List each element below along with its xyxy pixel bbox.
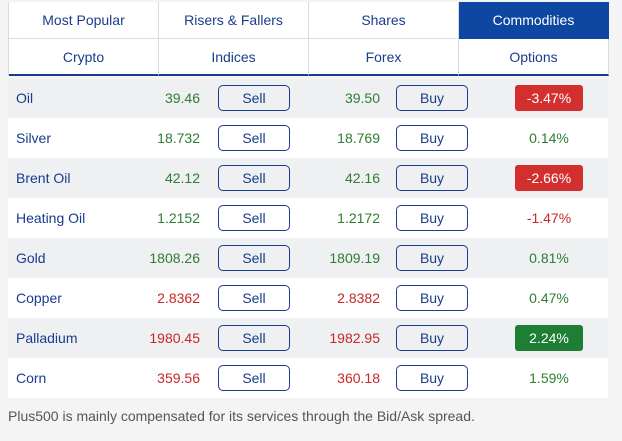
change-cell: 0.47% [490, 285, 608, 311]
instrument-name[interactable]: Silver [16, 130, 52, 146]
tab-forex[interactable]: Forex [309, 39, 459, 76]
tab-shares[interactable]: Shares [309, 2, 459, 39]
sell-button[interactable]: Sell [218, 165, 290, 191]
buy-button[interactable]: Buy [396, 165, 468, 191]
buy-price: 1.2172 [337, 210, 380, 226]
change-badge: 1.59% [529, 370, 569, 386]
instrument-row: Oil 39.46 Sell 39.50 Buy -3.47% [8, 78, 608, 118]
change-badge: 0.47% [529, 290, 569, 306]
instrument-name[interactable]: Palladium [16, 330, 78, 346]
sell-cell: Sell [208, 285, 306, 311]
sell-button[interactable]: Sell [218, 325, 290, 351]
sell-cell: Sell [208, 245, 306, 271]
sell-price: 18.732 [157, 130, 200, 146]
buy-price: 18.769 [337, 130, 380, 146]
sell-cell: Sell [208, 325, 306, 351]
buy-cell: Buy [386, 365, 490, 391]
sell-price: 1980.45 [149, 330, 200, 346]
sell-price: 359.56 [157, 370, 200, 386]
buy-cell: Buy [386, 125, 490, 151]
instrument-row: Heating Oil 1.2152 Sell 1.2172 Buy -1.47% [8, 198, 608, 238]
instrument-name[interactable]: Gold [16, 250, 46, 266]
change-cell: -3.47% [490, 85, 608, 111]
buy-button[interactable]: Buy [396, 245, 468, 271]
buy-price: 360.18 [337, 370, 380, 386]
category-tabs: Most Popular Risers & Fallers Shares Com… [8, 2, 609, 76]
sell-button[interactable]: Sell [218, 365, 290, 391]
change-badge: -1.47% [526, 210, 572, 226]
tab-options[interactable]: Options [459, 39, 609, 76]
buy-button[interactable]: Buy [396, 365, 468, 391]
buy-button[interactable]: Buy [396, 85, 468, 111]
buy-button[interactable]: Buy [396, 125, 468, 151]
buy-price: 42.16 [344, 170, 380, 186]
sell-button[interactable]: Sell [218, 85, 290, 111]
tab-commodities[interactable]: Commodities [459, 2, 609, 39]
instrument-row: Silver 18.732 Sell 18.769 Buy 0.14% [8, 118, 608, 158]
buy-price: 2.8382 [337, 290, 380, 306]
instrument-row: Copper 2.8362 Sell 2.8382 Buy 0.47% [8, 278, 608, 318]
sell-price: 2.8362 [157, 290, 200, 306]
instrument-name[interactable]: Copper [16, 290, 62, 306]
instrument-row: Palladium 1980.45 Sell 1982.95 Buy 2.24% [8, 318, 608, 358]
sell-price: 1.2152 [157, 210, 200, 226]
sell-cell: Sell [208, 365, 306, 391]
sell-cell: Sell [208, 165, 306, 191]
instrument-name[interactable]: Corn [16, 370, 47, 386]
change-badge: 0.14% [529, 130, 569, 146]
tab-indices[interactable]: Indices [159, 39, 309, 76]
instrument-row: Brent Oil 42.12 Sell 42.16 Buy -2.66% [8, 158, 608, 198]
change-badge: -2.66% [515, 165, 583, 191]
buy-button[interactable]: Buy [396, 205, 468, 231]
sell-price: 39.46 [164, 90, 200, 106]
buy-button[interactable]: Buy [396, 325, 468, 351]
change-cell: 2.24% [490, 325, 608, 351]
instrument-table: Oil 39.46 Sell 39.50 Buy -3.47% Silver 18.732 Se… [8, 78, 608, 398]
buy-cell: Buy [386, 85, 490, 111]
change-cell: -1.47% [490, 205, 608, 231]
buy-cell: Buy [386, 205, 490, 231]
tab-most-popular[interactable]: Most Popular [9, 2, 159, 39]
sell-price: 42.12 [164, 170, 200, 186]
change-badge: -3.47% [515, 85, 583, 111]
buy-cell: Buy [386, 245, 490, 271]
tab-row-2: Crypto Indices Forex Options [9, 39, 609, 76]
sell-button[interactable]: Sell [218, 205, 290, 231]
instrument-row: Gold 1808.26 Sell 1809.19 Buy 0.81% [8, 238, 608, 278]
change-cell: -2.66% [490, 165, 608, 191]
buy-price: 1809.19 [329, 250, 380, 266]
buy-cell: Buy [386, 165, 490, 191]
instrument-name[interactable]: Brent Oil [16, 170, 71, 186]
sell-price: 1808.26 [149, 250, 200, 266]
instrument-row: Corn 359.56 Sell 360.18 Buy 1.59% [8, 358, 608, 398]
buy-price: 39.50 [344, 90, 380, 106]
sell-button[interactable]: Sell [218, 245, 290, 271]
buy-button[interactable]: Buy [396, 285, 468, 311]
disclaimer-text: Plus500 is mainly compensated for its se… [8, 408, 475, 424]
buy-cell: Buy [386, 285, 490, 311]
sell-cell: Sell [208, 125, 306, 151]
buy-cell: Buy [386, 325, 490, 351]
tab-crypto[interactable]: Crypto [9, 39, 159, 76]
change-badge: 0.81% [529, 250, 569, 266]
instrument-name[interactable]: Oil [16, 90, 34, 106]
change-cell: 0.81% [490, 245, 608, 271]
sell-button[interactable]: Sell [218, 125, 290, 151]
sell-button[interactable]: Sell [218, 285, 290, 311]
change-cell: 0.14% [490, 125, 608, 151]
buy-price: 1982.95 [329, 330, 380, 346]
sell-cell: Sell [208, 205, 306, 231]
change-badge: 2.24% [515, 325, 583, 351]
tab-risers-fallers[interactable]: Risers & Fallers [159, 2, 309, 39]
change-cell: 1.59% [490, 365, 608, 391]
instrument-name[interactable]: Heating Oil [16, 210, 86, 226]
tab-row-1: Most Popular Risers & Fallers Shares Com… [9, 2, 609, 39]
sell-cell: Sell [208, 85, 306, 111]
